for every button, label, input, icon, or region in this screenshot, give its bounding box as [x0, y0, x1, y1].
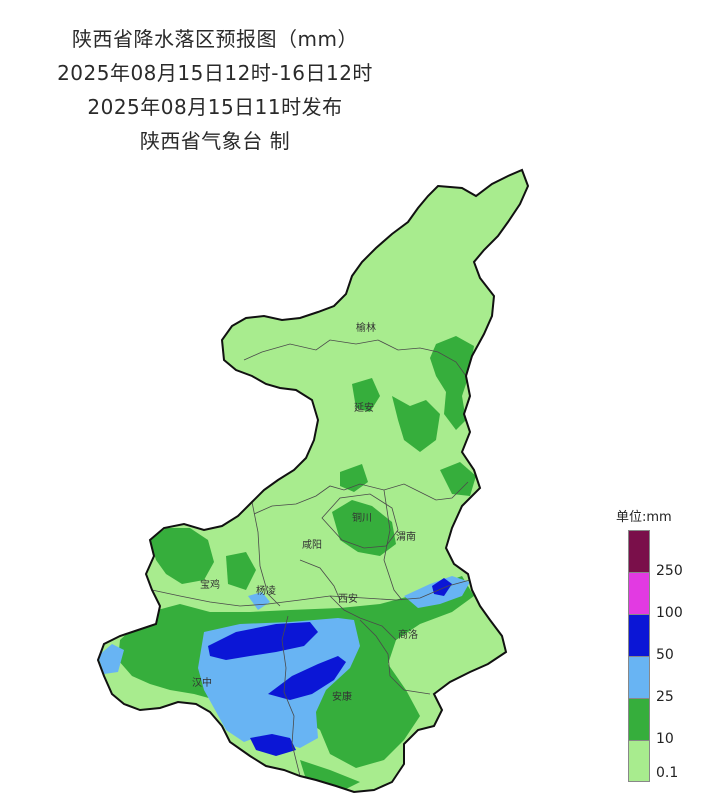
legend-swatch-1 [628, 572, 650, 614]
forecast-period: 2025年08月15日12时-16日12时 [57, 61, 373, 85]
legend-tick-1: 100 [656, 605, 683, 621]
city-label-tongchuan: 铜川 [352, 512, 372, 524]
legend-tick-3: 25 [656, 689, 674, 705]
issue-time: 2025年08月15日11时发布 [87, 95, 343, 119]
city-label-xian: 西安 [338, 592, 358, 605]
legend-swatch-5 [628, 740, 650, 782]
city-label-weinan: 渭南 [396, 530, 416, 543]
city-label-baoji: 宝鸡 [200, 578, 220, 591]
city-label-yanan: 延安 [354, 401, 374, 414]
legend-tick-5: 0.1 [656, 765, 679, 781]
boundary-xianyang-xian [299, 559, 341, 601]
legend-tick-2: 50 [656, 647, 674, 663]
boundary-xian-shangluo [329, 595, 397, 641]
zone-10-25-east-mid [440, 462, 476, 496]
zone-25-50-baoji-c [248, 592, 270, 610]
zone-10-25-yanan-b [392, 396, 440, 452]
boundary-guanzhong-south [151, 579, 471, 607]
zone-50-100-c [250, 734, 296, 756]
map-title: 陕西省降水落区预报图（mm） [72, 27, 358, 51]
zone-10-25-center-a [340, 464, 368, 492]
boundary-baoji-xianyang [251, 501, 281, 607]
legend-tick-0: 250 [656, 563, 683, 579]
legend-swatch-3 [628, 656, 650, 698]
boundary-yulin-yanan [243, 339, 467, 377]
legend-title: 单位:mm [616, 510, 672, 525]
legend-color-bar [628, 530, 650, 782]
legend-swatch-0 [628, 530, 650, 572]
city-label-yulin: 榆林 [356, 321, 376, 334]
producer: 陕西省气象台 制 [139, 129, 291, 153]
legend-swatch-4 [628, 698, 650, 740]
city-label-xianyang: 咸阳 [302, 539, 322, 551]
zone-50-100-d [432, 578, 452, 596]
rainfall-zones [98, 336, 476, 792]
zone-50-100-a [208, 622, 318, 660]
zone-10-25-north-east [430, 336, 474, 430]
zone-10-25-baoji-b [226, 552, 256, 590]
map-header: 陕西省降水落区预报图（mm） 2025年08月15日12时-16日12时 202… [0, 22, 430, 158]
legend-tick-4: 10 [656, 731, 674, 747]
city-label-shangluo: 商洛 [398, 628, 418, 641]
boundary-ankang-shangluo [359, 619, 431, 695]
boundary-tongchuan [321, 493, 399, 549]
city-label-yangling: 杨凌 [256, 584, 276, 597]
boundary-yanan-south [253, 481, 469, 515]
zone-10-25-yanan-a [352, 378, 380, 412]
legend-swatch-2 [628, 614, 650, 656]
boundary-hanzhong-ankang [281, 615, 301, 777]
city-label-hanzhong: 汉中 [192, 676, 212, 689]
province-outline [96, 168, 530, 794]
zone-50-100-b [268, 656, 346, 700]
zone-25-50-west [98, 644, 124, 674]
boundary-xianyang-weinan [383, 489, 403, 601]
zone-10-25-baoji [150, 528, 214, 584]
city-boundaries [151, 339, 471, 777]
city-label-ankang: 安康 [332, 690, 352, 703]
